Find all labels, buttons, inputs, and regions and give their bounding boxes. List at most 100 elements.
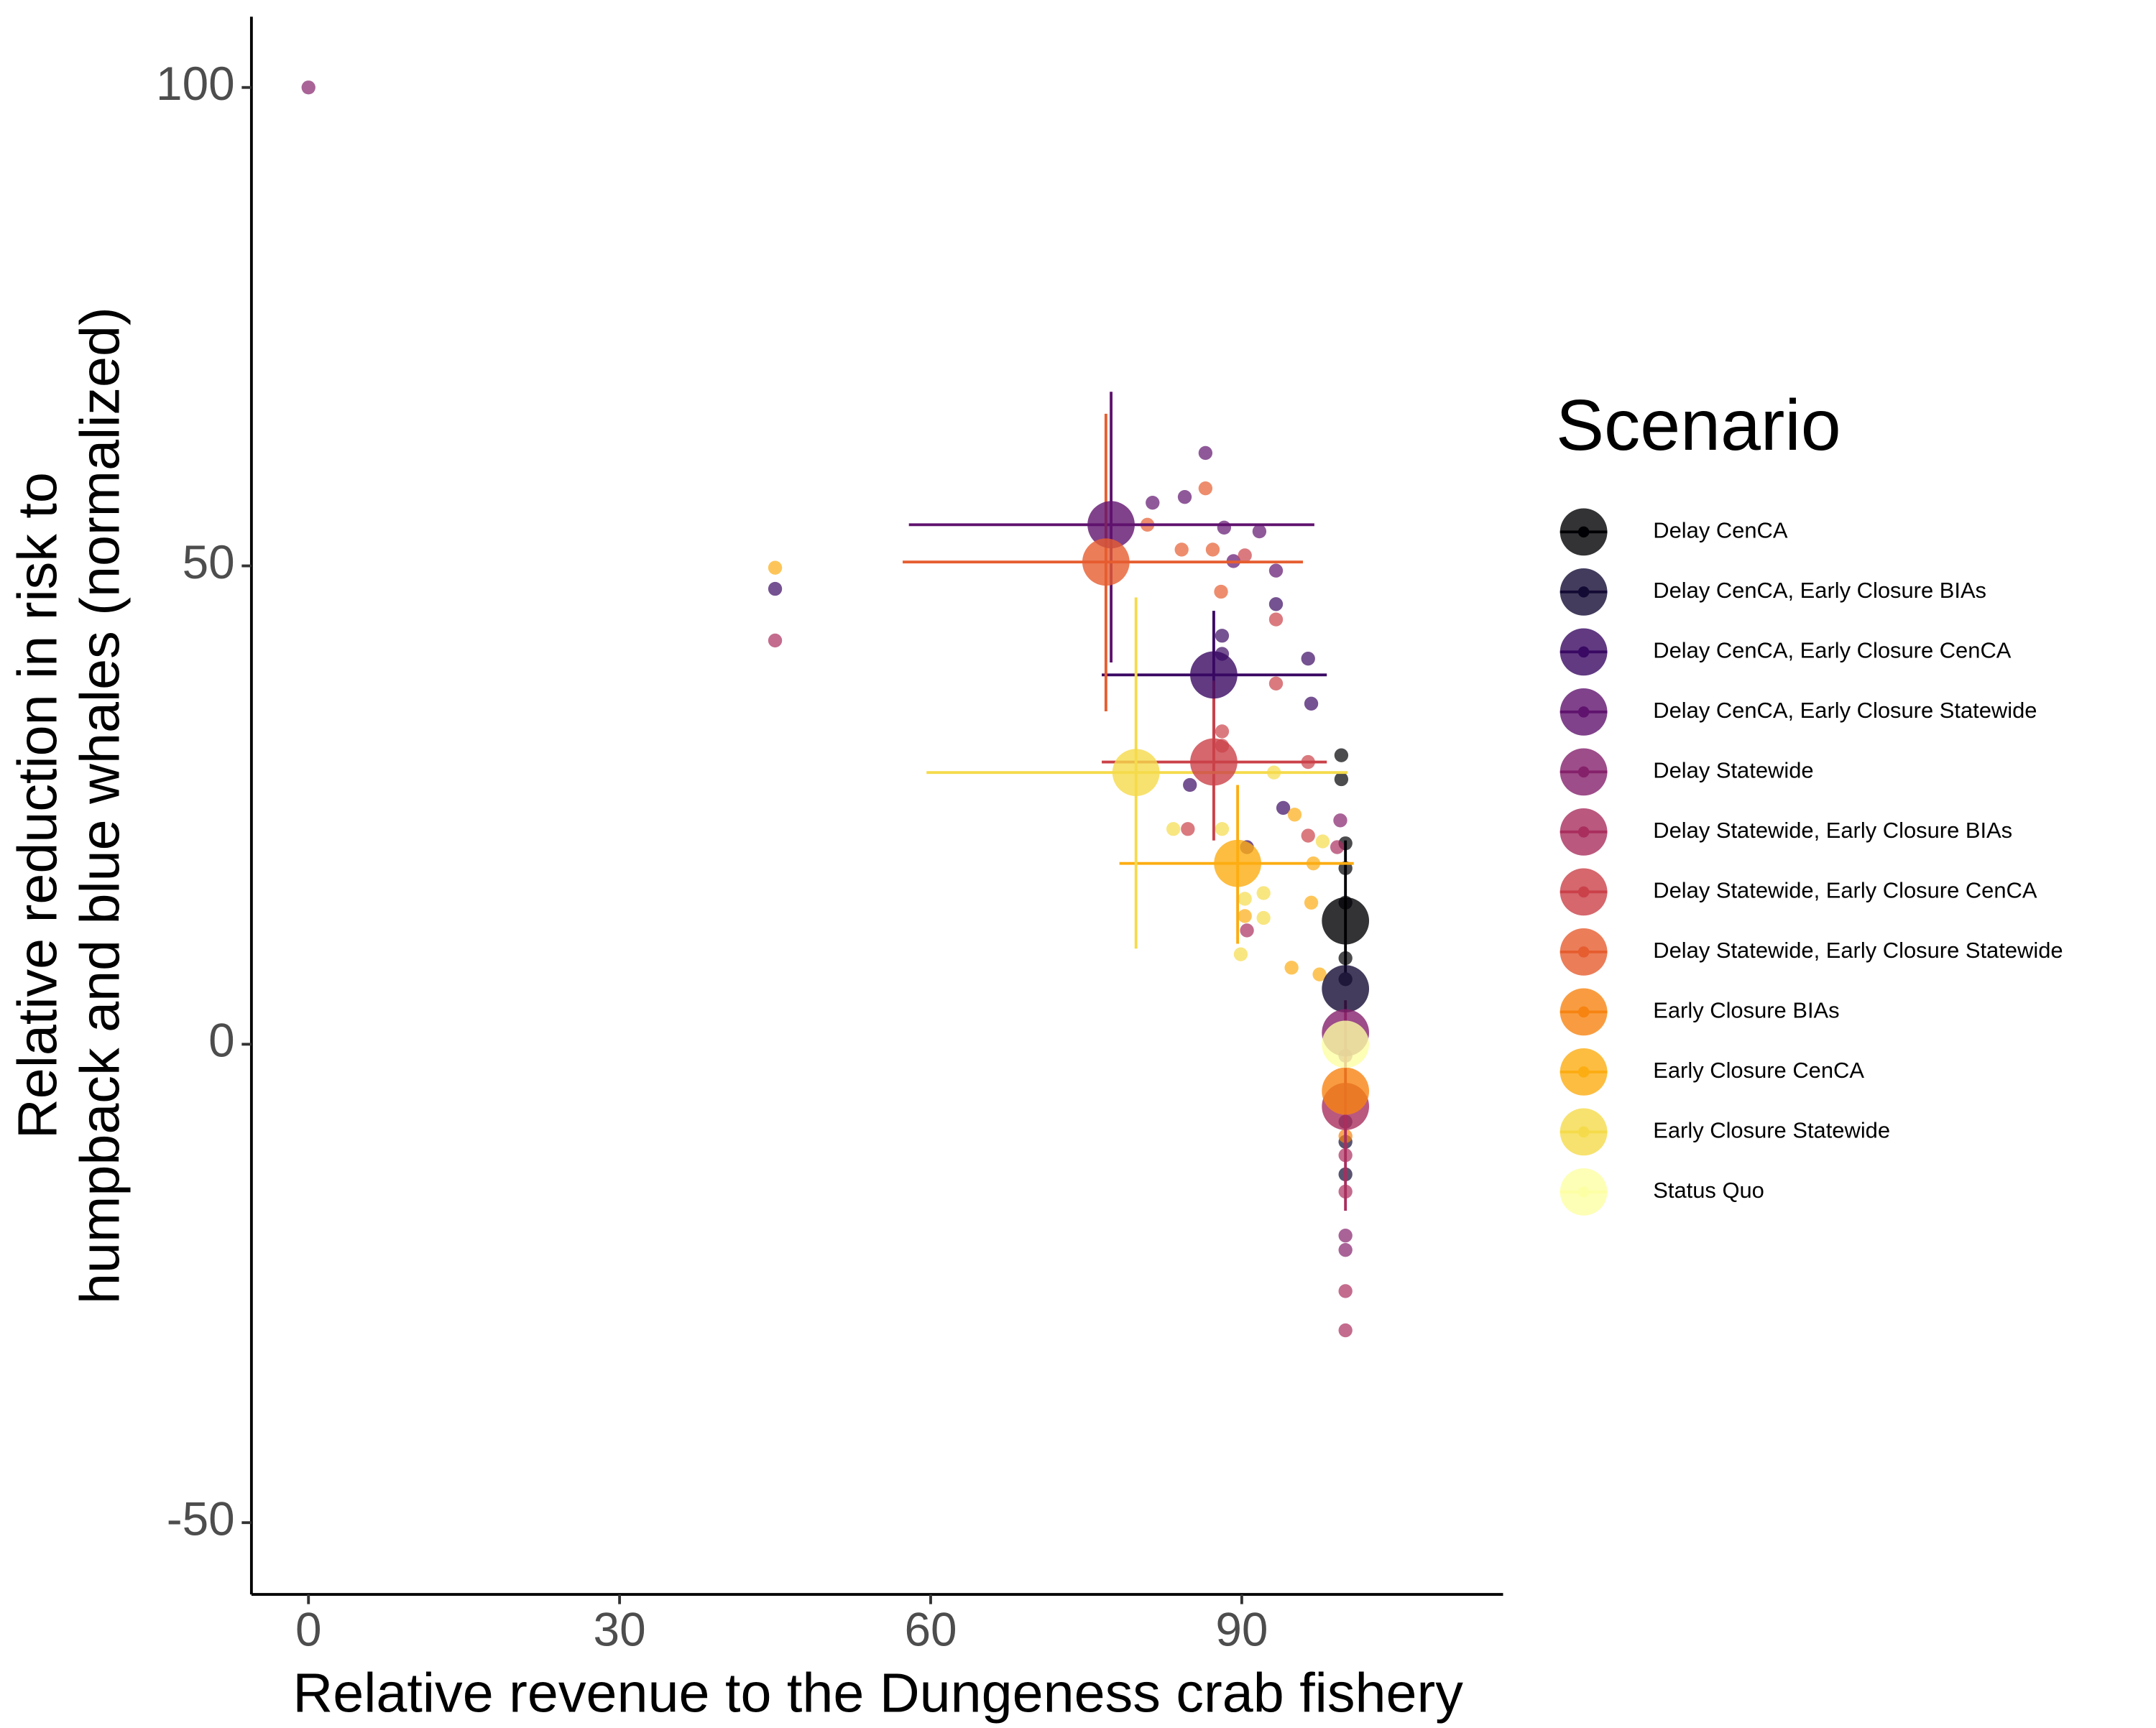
point bbox=[1215, 629, 1230, 643]
legend-label: Delay Statewide, Early Closure BIAs bbox=[1653, 818, 2012, 843]
point bbox=[1256, 910, 1271, 925]
mean-point bbox=[1190, 738, 1238, 786]
point bbox=[1217, 520, 1232, 535]
legend-key-dot bbox=[1577, 946, 1590, 958]
point bbox=[1238, 909, 1252, 923]
legend-item: Delay CenCA, Early Closure CenCA bbox=[1560, 628, 2012, 676]
point bbox=[1233, 947, 1248, 961]
legend-item: Delay CenCA, Early Closure BIAs bbox=[1560, 568, 1986, 616]
legend-item: Early Closure Statewide bbox=[1560, 1108, 1890, 1156]
point bbox=[1284, 961, 1299, 975]
point bbox=[1315, 834, 1330, 849]
y-axis-title: Relative reduction in risk to bbox=[6, 472, 68, 1139]
point bbox=[1338, 1323, 1353, 1338]
legend-key-dot bbox=[1577, 826, 1590, 838]
point bbox=[1276, 800, 1291, 816]
point bbox=[1174, 542, 1189, 557]
mean-point bbox=[1214, 839, 1261, 887]
point bbox=[1198, 445, 1213, 461]
legend-label: Delay CenCA bbox=[1653, 518, 1788, 543]
point bbox=[1333, 813, 1348, 828]
x-tick-label: 90 bbox=[1215, 1604, 1268, 1656]
mean-point bbox=[1087, 501, 1135, 549]
point bbox=[1312, 967, 1327, 981]
mean-point bbox=[1322, 1067, 1370, 1115]
y-tick-label: -50 bbox=[167, 1493, 235, 1546]
legend-label: Status Quo bbox=[1653, 1178, 1764, 1203]
point bbox=[1334, 748, 1349, 762]
legend-label: Delay CenCA, Early Closure CenCA bbox=[1653, 638, 2012, 663]
point bbox=[1338, 1243, 1353, 1257]
x-tick-label: 30 bbox=[594, 1604, 646, 1656]
y-tick-label: 0 bbox=[208, 1015, 235, 1067]
point bbox=[1238, 892, 1252, 906]
legend-label: Delay CenCA, Early Closure BIAs bbox=[1653, 578, 1986, 603]
legend-key-dot bbox=[1577, 1006, 1590, 1018]
legend-item: Delay CenCA, Early Closure Statewide bbox=[1560, 688, 2037, 736]
point bbox=[1240, 923, 1254, 938]
point bbox=[1301, 828, 1315, 843]
legend-item: Early Closure CenCA bbox=[1560, 1048, 1864, 1096]
point bbox=[1183, 777, 1197, 793]
point bbox=[1304, 895, 1319, 910]
mean-point bbox=[1082, 538, 1130, 586]
legend-key-dot bbox=[1577, 646, 1590, 658]
point bbox=[1166, 822, 1181, 836]
x-tick-label: 60 bbox=[904, 1604, 957, 1656]
legend-label: Delay Statewide bbox=[1653, 758, 1813, 783]
point bbox=[1238, 548, 1252, 563]
point bbox=[1334, 772, 1349, 787]
legend-item: Delay Statewide, Early Closure Statewide bbox=[1560, 928, 2063, 976]
legend-label: Delay CenCA, Early Closure Statewide bbox=[1653, 698, 2037, 723]
x-axis-title: Relative revenue to the Dungeness crab f… bbox=[292, 1663, 1463, 1724]
point bbox=[1330, 840, 1345, 854]
point bbox=[1181, 822, 1195, 836]
legend-label: Delay Statewide, Early Closure CenCA bbox=[1653, 878, 2037, 903]
legend-item: Delay Statewide bbox=[1560, 748, 1814, 796]
point bbox=[301, 80, 315, 95]
point bbox=[1215, 724, 1230, 739]
point bbox=[1268, 597, 1284, 611]
point bbox=[1215, 822, 1230, 836]
legend-item: Delay CenCA bbox=[1560, 508, 1788, 556]
point bbox=[768, 560, 783, 575]
point bbox=[1205, 542, 1220, 557]
legend-label: Early Closure CenCA bbox=[1653, 1058, 1864, 1083]
legend-item: Delay Statewide, Early Closure CenCA bbox=[1560, 868, 2037, 916]
legend-key-dot bbox=[1577, 766, 1590, 778]
legend-key-dot bbox=[1577, 706, 1590, 718]
legend-item: Delay Statewide, Early Closure BIAs bbox=[1560, 808, 2012, 856]
mean-point bbox=[1322, 897, 1370, 945]
point bbox=[1268, 612, 1284, 627]
point bbox=[1338, 1284, 1353, 1298]
legend-label: Early Closure BIAs bbox=[1653, 998, 1839, 1023]
point bbox=[1268, 676, 1284, 691]
point bbox=[1287, 808, 1302, 822]
y-axis-title: humpback and blue whales (normalized) bbox=[69, 307, 131, 1304]
legend-key-dot bbox=[1577, 1066, 1590, 1078]
point bbox=[1338, 1229, 1353, 1243]
legend-item: Early Closure BIAs bbox=[1560, 988, 1840, 1036]
legend-key-dot bbox=[1577, 586, 1590, 598]
x-tick-label: 0 bbox=[295, 1604, 322, 1656]
point bbox=[1304, 696, 1319, 711]
legend-key-dot bbox=[1577, 1126, 1590, 1138]
point bbox=[1198, 481, 1213, 496]
point bbox=[1214, 584, 1228, 599]
legend-key-dot bbox=[1577, 526, 1590, 538]
point bbox=[1177, 490, 1192, 504]
legend-title: Scenario bbox=[1556, 385, 1841, 466]
y-tick-label: 50 bbox=[183, 536, 235, 588]
point bbox=[768, 581, 783, 596]
point bbox=[1301, 652, 1315, 666]
point bbox=[1146, 496, 1160, 510]
point bbox=[768, 633, 783, 648]
legend-key-dot bbox=[1577, 886, 1590, 898]
legend-item: Status Quo bbox=[1560, 1168, 1764, 1216]
point bbox=[1268, 563, 1284, 578]
mean-point bbox=[1112, 749, 1160, 797]
legend-label: Early Closure Statewide bbox=[1653, 1118, 1890, 1143]
legend-key-dot bbox=[1577, 1186, 1590, 1198]
